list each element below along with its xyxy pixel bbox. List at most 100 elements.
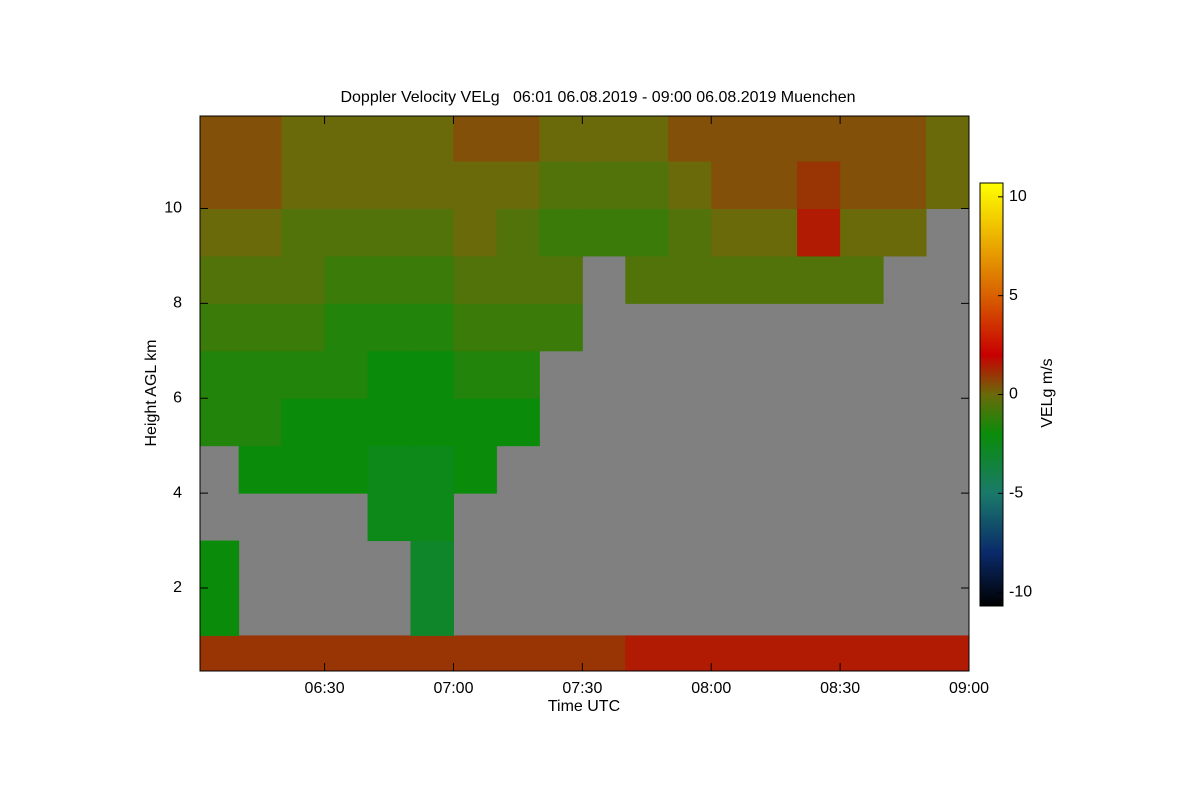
x-tick-label: 08:30: [820, 680, 860, 697]
colorbar-tick-label: 0: [1009, 386, 1018, 403]
colorbar-label: VELg m/s: [1039, 358, 1056, 427]
heatmap-cell: [496, 635, 540, 672]
heatmap-cell: [754, 161, 798, 209]
heatmap-cell: [883, 116, 927, 162]
heatmap-cell: [711, 255, 755, 304]
heatmap-cell: [281, 161, 326, 209]
heatmap-cell: [410, 350, 454, 399]
plot-frame: [199, 115, 970, 672]
colorbar-tick-label: -5: [1009, 485, 1023, 502]
x-tick-label: 07:30: [562, 680, 602, 697]
heatmap-cell: [281, 208, 326, 257]
heatmap-cell: [926, 116, 970, 162]
heatmap-cell: [840, 116, 884, 162]
heatmap-cell: [200, 303, 240, 352]
heatmap-cell: [238, 635, 283, 672]
heatmap-cell: [711, 161, 755, 209]
heatmap-cell: [496, 303, 540, 352]
heatmap-cell: [496, 208, 540, 257]
heatmap-cell: [200, 398, 240, 447]
x-tick-label: 08:00: [691, 680, 731, 697]
heatmap-cell: [238, 208, 283, 257]
heatmap-cell: [453, 303, 497, 352]
heatmap-cell: [668, 116, 712, 162]
heatmap-cell: [324, 255, 369, 304]
heatmap-cell: [281, 635, 326, 672]
x-tick-label: 07:00: [433, 680, 473, 697]
heatmap-cell: [754, 635, 798, 672]
heatmap-cell: [410, 255, 454, 304]
heatmap-cell: [668, 208, 712, 257]
heatmap-cell: [668, 635, 712, 672]
heatmap-cell: [754, 208, 798, 257]
heatmap-cell: [281, 303, 326, 352]
heatmap-cell: [797, 635, 841, 672]
chart-title: Doppler Velocity VELg 06:01 06.08.2019 -…: [340, 89, 855, 106]
heatmap-cell: [883, 635, 927, 672]
x-tick-label: 06:30: [305, 680, 345, 697]
heatmap-cell: [453, 635, 497, 672]
heatmap-cell: [324, 398, 369, 447]
heatmap-cell: [883, 208, 927, 257]
heatmap-cell: [410, 635, 454, 672]
heatmap-cell: [453, 350, 497, 399]
heatmap-cell: [496, 161, 540, 209]
heatmap-cell: [410, 303, 454, 352]
heatmap-cell: [496, 350, 540, 399]
heatmap-cell: [625, 208, 669, 257]
heatmap-cell: [625, 116, 669, 162]
heatmap-cell: [410, 208, 454, 257]
heatmap-cell: [797, 161, 841, 209]
heatmap-cell: [496, 255, 540, 304]
heatmap-cell: [324, 445, 369, 494]
heatmap-cell: [200, 350, 240, 399]
heatmap-cell: [410, 161, 454, 209]
heatmap-cell: [539, 255, 583, 304]
heatmap-cell: [539, 635, 583, 672]
heatmap-cell: [840, 635, 884, 672]
heatmap-cell: [367, 161, 411, 209]
x-axis-label: Time UTC: [548, 698, 620, 715]
heatmap-cell: [324, 161, 369, 209]
heatmap-cell: [367, 116, 411, 162]
heatmap-cell: [238, 445, 283, 494]
heatmap-cell: [625, 635, 669, 672]
heatmap-cell: [324, 208, 369, 257]
heatmap-cell: [238, 350, 283, 399]
heatmap-cell: [238, 116, 283, 162]
heatmap-cell: [281, 445, 326, 494]
colorbar-tick-label: 5: [1009, 287, 1018, 304]
heatmap-cell: [582, 208, 626, 257]
heatmap-cell: [668, 255, 712, 304]
heatmap-cell: [200, 116, 240, 162]
heatmap-cell: [281, 398, 326, 447]
heatmap-cell: [453, 255, 497, 304]
heatmap-cell: [453, 208, 497, 257]
heatmap-cell: [200, 635, 240, 672]
colorbar-tick-label: 10: [1009, 188, 1027, 205]
y-tick-label: 4: [173, 484, 182, 501]
heatmap-cell: [281, 116, 326, 162]
heatmap-cell: [797, 116, 841, 162]
heatmap-cell: [711, 116, 755, 162]
heatmap-cell: [200, 540, 240, 589]
y-tick-label: 10: [164, 200, 182, 217]
heatmap-cell: [496, 398, 540, 447]
heatmap-cell: [539, 161, 583, 209]
heatmap-cell: [324, 303, 369, 352]
heatmap-cell: [324, 635, 369, 672]
y-tick-label: 2: [173, 579, 182, 596]
heatmap-cell: [238, 161, 283, 209]
x-tick-label: 09:00: [949, 680, 989, 697]
heatmap-cell: [200, 587, 240, 636]
y-tick-label: 8: [173, 295, 182, 312]
heatmap-cell: [797, 255, 841, 304]
heatmap-cell: [367, 635, 411, 672]
heatmap-cell: [711, 635, 755, 672]
heatmap-cell: [410, 116, 454, 162]
heatmap-cell: [367, 493, 411, 542]
heatmap-cell: [840, 208, 884, 257]
heatmap-cell: [410, 587, 454, 636]
heatmap-cell: [281, 350, 326, 399]
